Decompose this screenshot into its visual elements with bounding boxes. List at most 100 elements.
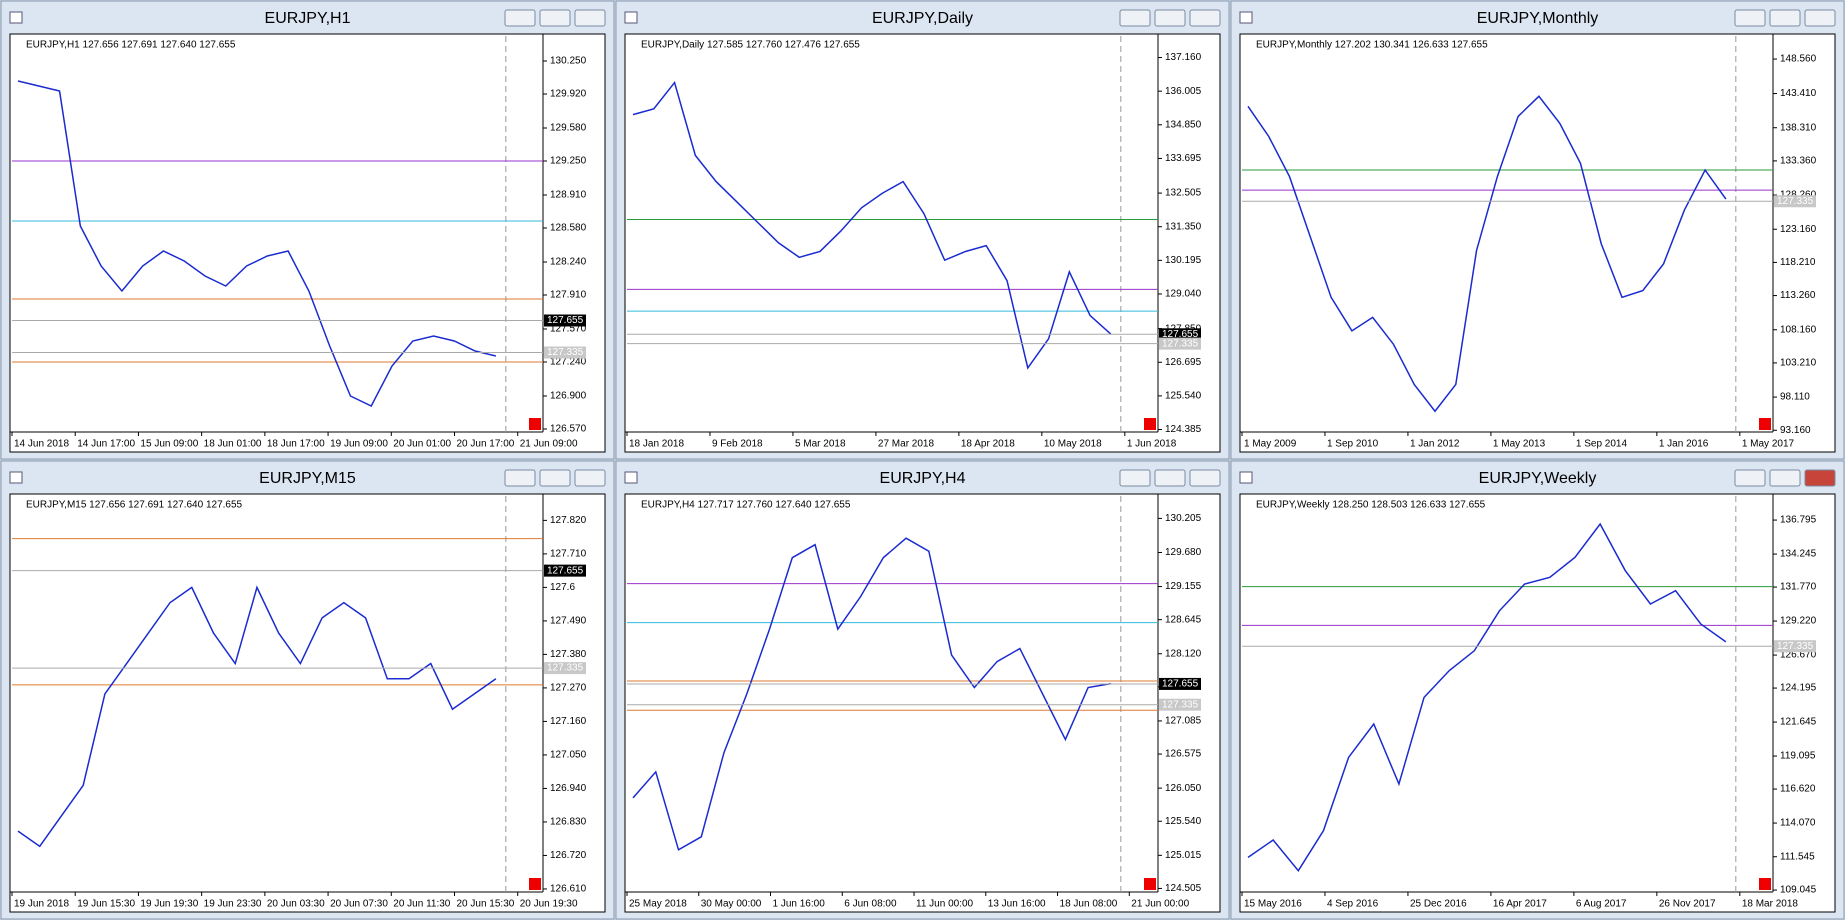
close-button[interactable] [574,9,606,27]
x-tick-label: 11 Jun 00:00 [916,899,974,910]
minimize-button[interactable] [1119,9,1151,27]
x-tick-label: 1 May 2017 [1742,439,1795,450]
window-icon [9,11,23,24]
window-icon [624,471,638,484]
price-tag-label: 127.335 [547,347,584,358]
y-tick-label: 126.830 [550,817,587,828]
minimize-button[interactable] [504,9,536,27]
maximize-button[interactable] [539,9,571,27]
y-tick-label: 126.570 [550,424,587,435]
y-tick-label: 128.910 [550,190,587,201]
y-tick-label: 128.120 [1165,648,1202,659]
y-tick-label: 127.380 [550,649,587,660]
y-tick-label: 111.545 [1780,851,1815,862]
y-tick-label: 126.610 [550,884,587,895]
x-tick-label: 1 Sep 2014 [1576,439,1628,450]
close-button[interactable] [1189,9,1221,27]
price-line [1247,522,1727,872]
y-tick-label: 119.095 [1780,751,1816,762]
maximize-button[interactable] [539,469,571,487]
corner-button[interactable] [1759,418,1771,430]
window-title: EURJPY,H4 [880,470,966,487]
y-tick-label: 130.205 [1165,513,1202,524]
x-tick-label: 18 Jun 17:00 [267,439,325,450]
minimize-button[interactable] [1734,469,1766,487]
corner-button[interactable] [1759,878,1771,890]
close-button[interactable] [574,469,606,487]
y-tick-label: 127.490 [550,616,587,627]
close-button[interactable] [1189,469,1221,487]
y-tick-label: 98.110 [1780,392,1810,403]
price-tag-label: 127.655 [1162,679,1199,690]
minimize-button[interactable] [504,469,536,487]
chart-area [624,493,1221,913]
y-tick-label: 128.240 [550,257,587,268]
y-tick-label: 131.770 [1780,582,1817,593]
y-tick-label: 136.795 [1780,515,1817,526]
y-tick-label: 127.160 [550,716,587,727]
y-tick-label: 125.015 [1165,850,1202,861]
x-tick-label: 19 Jun 23:30 [204,899,262,910]
y-tick-label: 126.695 [1165,357,1202,368]
minimize-button[interactable] [1119,469,1151,487]
x-tick-label: 27 Mar 2018 [878,439,935,450]
maximize-button[interactable] [1769,469,1801,487]
x-tick-label: 5 Mar 2018 [795,439,846,450]
window-title: EURJPY,M15 [259,470,356,487]
price-tag [1159,328,1201,341]
corner-button[interactable] [1144,878,1156,890]
y-tick-label: 128.645 [1165,614,1202,625]
x-tick-label: 1 Jan 2012 [1410,439,1460,450]
maximize-button[interactable] [1154,469,1186,487]
y-tick-label: 129.920 [550,89,587,100]
y-tick-label: 127.240 [550,357,587,368]
window-title: EURJPY,Monthly [1477,10,1599,27]
price-tag [1159,337,1201,350]
y-tick-label: 93.160 [1780,425,1811,436]
y-tick-label: 103.210 [1780,358,1817,369]
corner-button[interactable] [1144,418,1156,430]
x-tick-label: 25 Dec 2016 [1410,899,1467,910]
price-tag [544,662,586,675]
x-tick-label: 20 Jun 01:00 [393,439,451,450]
y-tick-label: 129.580 [550,123,587,134]
symbol-info: EURJPY,H1 127.656 127.691 127.640 127.65… [26,40,236,51]
minimize-button[interactable] [1734,9,1766,27]
y-tick-label: 116.620 [1780,784,1816,795]
x-tick-label: 21 Jun 00:00 [1131,899,1189,910]
y-tick-label: 148.560 [1780,54,1817,65]
y-tick-label: 126.670 [1780,650,1817,661]
x-tick-label: 18 Jan 2018 [629,439,684,450]
x-tick-label: 6 Jun 08:00 [844,899,897,910]
x-tick-label: 14 Jun 2018 [14,439,69,450]
x-tick-label: 13 Jun 16:00 [988,899,1046,910]
y-tick-label: 128.580 [550,223,587,234]
y-tick-label: 124.385 [1165,424,1202,435]
y-tick-label: 130.250 [550,56,587,67]
maximize-button[interactable] [1769,9,1801,27]
x-tick-label: 15 May 2016 [1244,899,1302,910]
x-tick-label: 20 Jun 03:30 [267,899,325,910]
price-tag [544,314,586,327]
price-tag-label: 127.335 [1162,699,1199,710]
x-tick-label: 18 Apr 2018 [961,439,1015,450]
chart-area [9,493,606,913]
price-line [17,80,497,407]
close-button[interactable] [1804,469,1836,487]
chart-area [9,33,606,453]
y-tick-label: 125.540 [1165,391,1202,402]
x-tick-label: 1 May 2009 [1244,439,1297,450]
corner-button[interactable] [529,418,541,430]
maximize-button[interactable] [1154,9,1186,27]
y-tick-label: 128.260 [1780,190,1817,201]
symbol-info: EURJPY,Weekly 128.250 128.503 126.633 12… [1256,500,1486,511]
x-tick-label: 30 May 00:00 [701,899,762,910]
x-tick-label: 19 Jun 09:00 [330,439,388,450]
price-tag [1774,195,1816,208]
y-tick-label: 126.050 [1165,783,1202,794]
close-button[interactable] [1804,9,1836,27]
x-tick-label: 19 Jun 2018 [14,899,69,910]
corner-button[interactable] [529,878,541,890]
y-tick-label: 126.900 [550,391,587,402]
x-tick-label: 19 Jun 15:30 [77,899,135,910]
